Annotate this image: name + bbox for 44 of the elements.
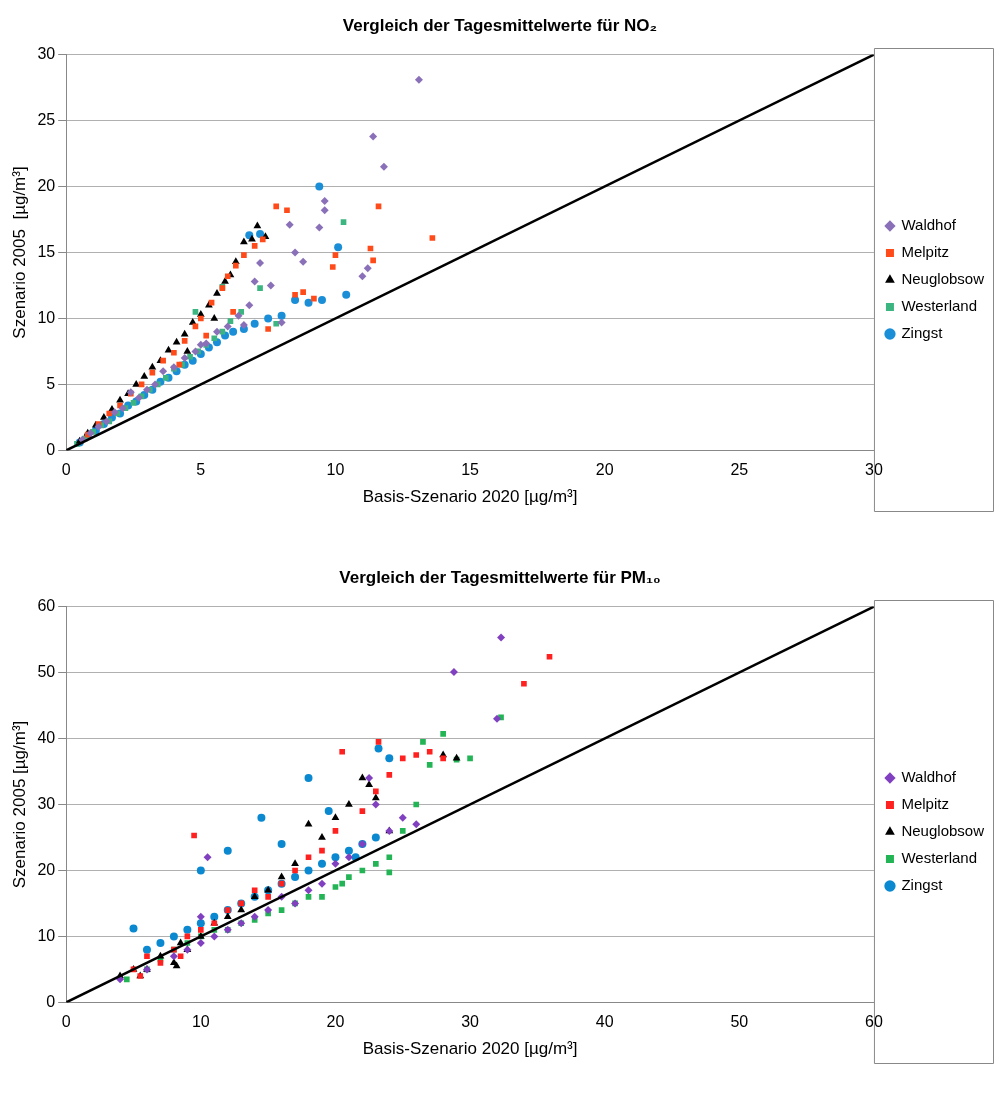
x-tick-label: 10	[326, 461, 345, 479]
y-axis-title: Szenario 2005 [µg/m³]	[9, 166, 29, 339]
legend-label: Zingst	[901, 324, 944, 342]
y-axis-title: Szenario 2005 [µg/m³]	[9, 720, 29, 889]
x-tick-label: 30	[865, 461, 883, 479]
y-tick-label: 50	[37, 662, 56, 680]
legend-label: Waldhof	[901, 768, 957, 786]
y-tick-label: 40	[37, 728, 56, 746]
legend-label: Zingst	[901, 876, 944, 894]
legend-label: Neuglobsow	[901, 822, 985, 840]
x-axis-title: Basis-Szenario 2020 [µg/m³]	[362, 1039, 578, 1059]
y-tick-label: 30	[37, 45, 56, 63]
y-tick-label: 0	[46, 440, 56, 458]
legend-label: Melpitz	[901, 795, 949, 813]
chart-title: Vergleich der Tagesmittelwerte für PM₁₀	[338, 567, 662, 589]
y-tick-label: 15	[37, 242, 56, 260]
x-tick-label: 15	[461, 461, 480, 479]
x-axis-title: Basis-Szenario 2020 [µg/m³]	[362, 487, 578, 507]
x-tick-label: 25	[730, 461, 749, 479]
x-tick-label: 5	[196, 461, 206, 479]
y-tick-label: 5	[46, 374, 56, 392]
legend-label: Westerland	[901, 297, 978, 315]
x-tick-label: 50	[730, 1013, 749, 1031]
y-tick-label: 30	[37, 794, 56, 812]
y-tick-label: 20	[37, 860, 56, 878]
legend-label: Neuglobsow	[901, 270, 985, 288]
x-tick-label: 20	[326, 1013, 345, 1031]
legend-label: Westerland	[901, 849, 978, 867]
legend-label: Melpitz	[901, 243, 949, 261]
y-tick-label: 10	[37, 308, 56, 326]
y-tick-label: 25	[37, 110, 56, 128]
x-tick-label: 20	[595, 461, 614, 479]
x-tick-label: 0	[61, 461, 71, 479]
y-tick-label: 60	[37, 597, 56, 615]
x-tick-label: 40	[595, 1013, 614, 1031]
x-tick-label: 30	[461, 1013, 480, 1031]
y-tick-label: 20	[37, 176, 56, 194]
chart-title: Vergleich der Tagesmittelwerte für NO₂	[341, 15, 659, 37]
x-tick-label: 0	[61, 1013, 71, 1031]
x-tick-label: 10	[191, 1013, 210, 1031]
legend-label: Waldhof	[901, 216, 957, 234]
x-tick-label: 60	[865, 1013, 883, 1031]
y-tick-label: 10	[37, 926, 56, 944]
y-tick-label: 0	[46, 992, 56, 1010]
